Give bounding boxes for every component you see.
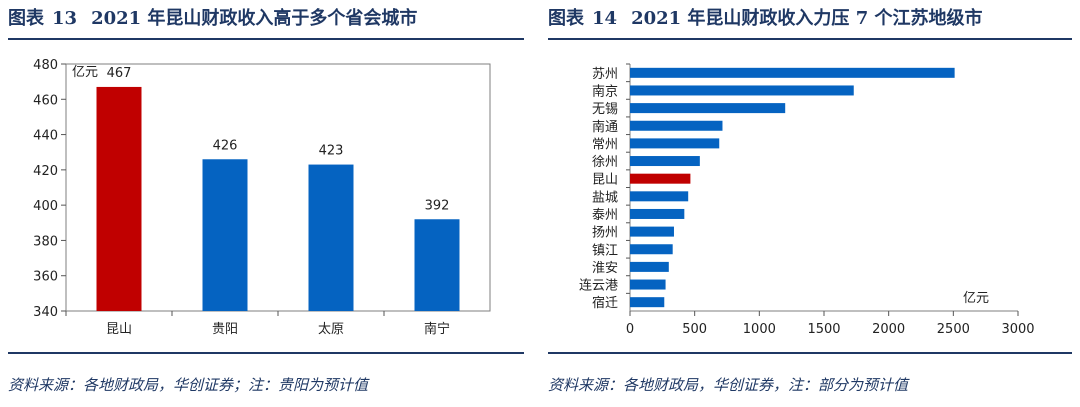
x-tick-label: 2500 <box>937 322 970 337</box>
x-category-label: 贵阳 <box>212 322 238 337</box>
y-tick-label: 480 <box>33 58 58 73</box>
y-category-label: 南通 <box>592 119 618 135</box>
bar-9 <box>630 208 685 219</box>
bar-3 <box>630 103 786 114</box>
y-category-label: 泰州 <box>592 208 618 223</box>
y-tick-label: 400 <box>33 199 58 214</box>
figure-14-bottom-rule <box>548 352 1072 354</box>
x-category-label: 太原 <box>318 322 344 337</box>
bar-1 <box>630 67 955 78</box>
x-tick-label: 1500 <box>807 322 840 337</box>
y-tick-label: 360 <box>33 270 58 285</box>
data-label: 467 <box>107 66 132 81</box>
figure-14-top-rule <box>548 38 1072 40</box>
data-label: 426 <box>213 138 238 153</box>
x-tick-label: 1000 <box>743 322 776 337</box>
y-category-label: 苏州 <box>592 66 618 82</box>
figure-13-bar-chart: 340 360 380 400 420 440 460 480 亿元 467 昆山 426 贵阳 423 太… <box>33 58 491 337</box>
bar-2 <box>630 85 854 96</box>
figure-13-bottom-rule <box>8 352 524 354</box>
bar-3 <box>308 164 354 311</box>
x-tick-label: 0 <box>626 322 634 337</box>
bar-11 <box>630 244 673 255</box>
figure-13-title-text: 2021 年昆山财政收入高于多个省会城市 <box>91 8 418 29</box>
bar-14 <box>630 297 665 308</box>
bar-2 <box>202 159 248 311</box>
figure-14-number: 14 <box>592 8 618 29</box>
x-category-label: 昆山 <box>106 322 132 337</box>
figure-13-label: 图表 <box>8 8 44 29</box>
figure-14-bar-chart: 0 500 1000 1500 2000 2500 3000 亿元 苏州南京无锡南通常州徐州昆山… <box>579 63 1035 337</box>
x-category-label: 南宁 <box>424 321 450 337</box>
y-category-label: 无锡 <box>592 102 618 117</box>
y-category-label: 扬州 <box>592 226 618 241</box>
y-category-label: 淮安 <box>592 261 618 276</box>
y-category-label: 连云港 <box>579 278 618 294</box>
y-category-label: 宿迁 <box>592 295 618 311</box>
figure-14-source: 资料来源：各地财政局，华创证券，注：部分为预计值 <box>548 376 909 394</box>
x-tick-label: 3000 <box>1001 322 1034 337</box>
y-tick-label: 440 <box>33 129 58 144</box>
y-category-label: 南京 <box>592 83 618 99</box>
figure-13-top-rule <box>8 38 524 40</box>
y-unit-label: 亿元 <box>72 65 98 80</box>
bar-8 <box>630 191 689 202</box>
y-category-label: 徐州 <box>592 155 618 170</box>
y-tick-label: 460 <box>33 93 58 108</box>
y-tick-label: 380 <box>33 234 58 249</box>
figure-14-title: 图表 14 2021 年昆山财政收入力压 7 个江苏地级市 <box>548 4 982 34</box>
bar-13 <box>630 279 666 290</box>
y-category-label: 昆山 <box>592 173 618 188</box>
bar-12 <box>630 261 669 272</box>
x-tick-label: 2000 <box>872 322 905 337</box>
figure-13-source: 资料来源：各地财政局，华创证券；注：贵阳为预计值 <box>8 376 369 394</box>
x-unit-label: 亿元 <box>963 291 989 306</box>
figure-13-title: 图表 13 2021 年昆山财政收入高于多个省会城市 <box>8 4 417 34</box>
bar-6 <box>630 156 700 167</box>
figure-14-label: 图表 <box>548 8 584 29</box>
data-label: 423 <box>319 144 344 159</box>
bar-5 <box>630 138 720 149</box>
figure-13-number: 13 <box>52 8 78 29</box>
y-tick-label: 340 <box>33 305 58 320</box>
x-tick-label: 500 <box>682 322 707 337</box>
bar-1 <box>96 86 142 311</box>
bar-10 <box>630 226 674 237</box>
y-category-label: 镇江 <box>592 243 618 258</box>
y-tick-label: 420 <box>33 164 58 179</box>
bar-7 <box>630 173 691 184</box>
figure-14-title-text: 2021 年昆山财政收入力压 7 个江苏地级市 <box>631 8 983 29</box>
bar-4 <box>414 219 460 311</box>
y-category-label: 常州 <box>592 137 618 152</box>
y-category-label: 盐城 <box>592 190 618 205</box>
bar-4 <box>630 120 723 131</box>
data-label: 392 <box>425 198 450 213</box>
